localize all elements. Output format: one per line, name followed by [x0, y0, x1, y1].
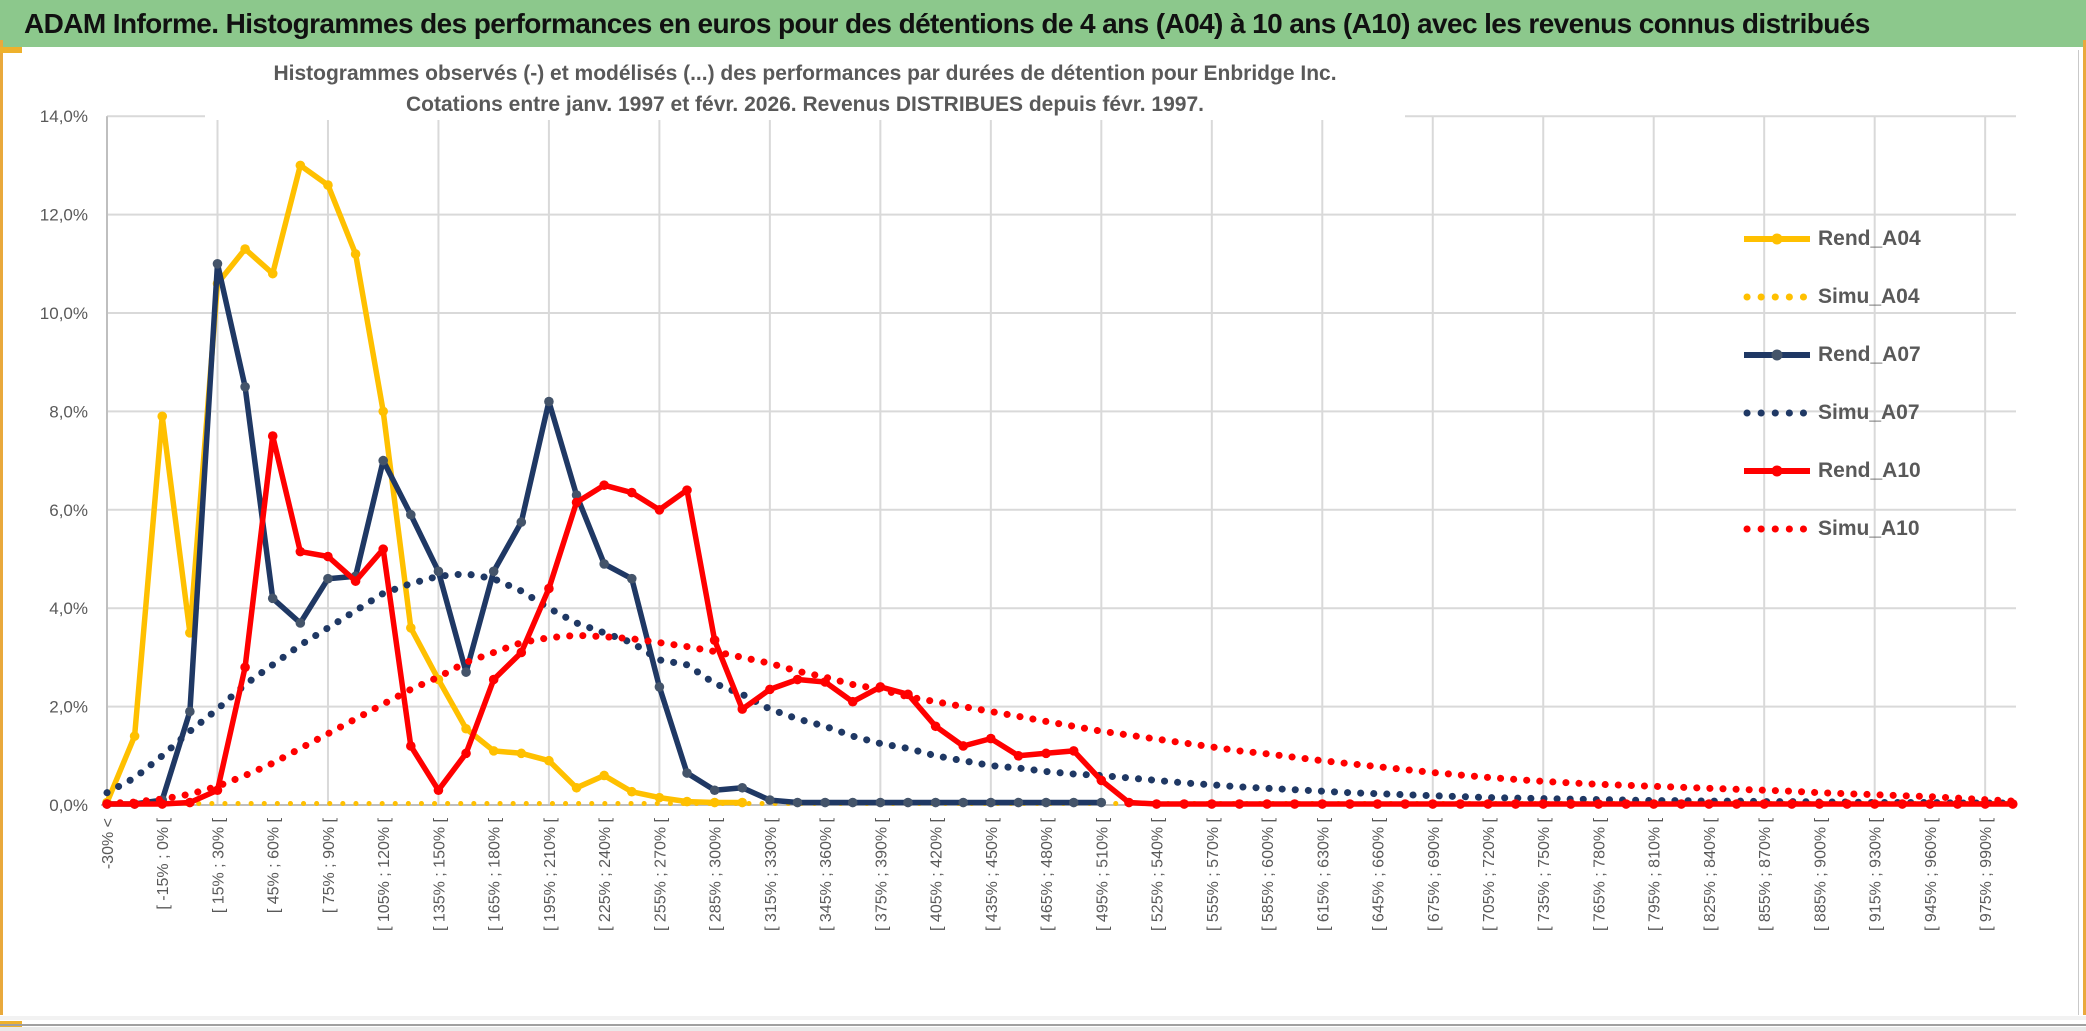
- legend-label: Simu_A10: [1818, 517, 1920, 540]
- legend-item-rend-a10[interactable]: Rend_A10: [1742, 442, 1921, 500]
- legend-label: Simu_A07: [1818, 401, 1920, 424]
- x-tick-label: [ 285% ; 300% [: [708, 817, 725, 931]
- x-tick-label: [ 585% ; 600% [: [1260, 817, 1277, 931]
- y-tick-label: 12,0%: [40, 206, 88, 225]
- gold-border-right: [2083, 40, 2086, 1015]
- chart-right-frame: [2078, 50, 2079, 1015]
- x-tick-label: [ 855% ; 870% [: [1757, 817, 1774, 931]
- x-tick-label: [ 795% ; 810% [: [1647, 817, 1664, 931]
- x-tick-label: [ 135% ; 150% [: [431, 817, 448, 931]
- x-tick-label: [ 405% ; 420% [: [929, 817, 946, 931]
- gold-cell-top-left: [0, 47, 22, 53]
- x-tick-label: [ 45% ; 60% [: [266, 817, 283, 913]
- y-tick-label: 4,0%: [49, 599, 88, 618]
- x-tick-label: [ 705% ; 720% [: [1481, 817, 1498, 931]
- gold-border-left: [0, 40, 3, 1015]
- x-tick-label: [ 375% ; 390% [: [873, 817, 890, 931]
- x-tick-label: [ 555% ; 570% [: [1205, 817, 1222, 931]
- y-tick-label: 8,0%: [49, 402, 88, 421]
- x-tick-label: [ 345% ; 360% [: [818, 817, 835, 931]
- legend-item-rend-a07[interactable]: Rend_A07: [1742, 326, 1921, 384]
- x-tick-label: [ 825% ; 840% [: [1702, 817, 1719, 931]
- x-tick-label: [ 495% ; 510% [: [1094, 817, 1111, 931]
- x-tick-label: [ 225% ; 240% [: [597, 817, 614, 931]
- chart-title: Histogrammes observés (-) et modélisés (…: [205, 58, 1405, 120]
- x-tick-label: [ 945% ; 960% [: [1923, 817, 1940, 931]
- x-tick-label: [ 165% ; 180% [: [487, 817, 504, 931]
- legend-line-dotted-gold-icon: [1743, 293, 1811, 301]
- x-tick-label: [ 255% ; 270% [: [652, 817, 669, 931]
- legend-line-dotted-navy-icon: [1743, 409, 1811, 417]
- x-tick-label: [ -15% ; 0% [: [155, 817, 172, 909]
- y-tick-label: 14,0%: [40, 107, 88, 126]
- x-tick-label: [ 735% ; 750% [: [1536, 817, 1553, 931]
- sheet-bottom-band: [0, 1016, 2086, 1020]
- legend-line-solid-red-icon: [1744, 465, 1810, 477]
- x-tick-label: [ 915% ; 930% [: [1868, 817, 1885, 931]
- legend-label: Rend_A10: [1818, 459, 1921, 482]
- legend-label: Rend_A04: [1818, 227, 1921, 250]
- legend-line-dotted-red-icon: [1743, 525, 1811, 533]
- legend-label: Rend_A07: [1818, 343, 1921, 366]
- x-tick-label: [ 15% ; 30% [: [210, 817, 227, 913]
- chart-title-line1: Histogrammes observés (-) et modélisés (…: [273, 62, 1337, 85]
- x-tick-label: [ 645% ; 660% [: [1371, 817, 1388, 931]
- x-tick-label: [ 105% ; 120% [: [376, 817, 393, 931]
- x-tick-label: [ 435% ; 450% [: [984, 817, 1001, 931]
- x-tick-label: [ 615% ; 630% [: [1315, 817, 1332, 931]
- legend-item-simu-a04[interactable]: Simu_A04: [1742, 268, 1921, 326]
- chart-title-line2: Cotations entre janv. 1997 et févr. 2026…: [406, 93, 1204, 116]
- legend-item-simu-a07[interactable]: Simu_A07: [1742, 384, 1921, 442]
- legend-line-solid-navy-icon: [1744, 349, 1810, 361]
- page-title: ADAM Informe. Histogrammes des performan…: [24, 7, 1870, 39]
- sheet-header-banner: ADAM Informe. Histogrammes des performan…: [0, 0, 2086, 47]
- legend-line-solid-gold-icon: [1744, 233, 1810, 245]
- x-tick-label: [ 765% ; 780% [: [1591, 817, 1608, 931]
- legend-label: Simu_A04: [1818, 285, 1920, 308]
- x-tick-label: [ 675% ; 690% [: [1426, 817, 1443, 931]
- x-tick-label: [ 975% ; 990% [: [1978, 817, 1995, 931]
- x-tick-label: [ 75% ; 90% [: [321, 817, 338, 913]
- x-tick-label: [ 195% ; 210% [: [542, 817, 559, 931]
- sheet-bottom-foot: [0, 1027, 2086, 1031]
- y-tick-label: 2,0%: [49, 698, 88, 717]
- x-tick-label: [ 525% ; 540% [: [1150, 817, 1167, 931]
- y-tick-label: 6,0%: [49, 501, 88, 520]
- legend-item-rend-a04[interactable]: Rend_A04: [1742, 210, 1921, 268]
- y-tick-label: 0,0%: [49, 796, 88, 815]
- x-tick-label: [ 315% ; 330% [: [763, 817, 780, 931]
- y-tick-label: 10,0%: [40, 304, 88, 323]
- chart-legend: Rend_A04 Simu_A04 Rend_A07 Simu_A07 Rend…: [1742, 210, 1921, 558]
- x-tick-label: [ 885% ; 900% [: [1812, 817, 1829, 931]
- x-tick-label: -30% <: [100, 818, 117, 869]
- legend-item-simu-a10[interactable]: Simu_A10: [1742, 500, 1921, 558]
- sheet-bottom-rule: [0, 1024, 2086, 1026]
- x-tick-label: [ 465% ; 480% [: [1039, 817, 1056, 931]
